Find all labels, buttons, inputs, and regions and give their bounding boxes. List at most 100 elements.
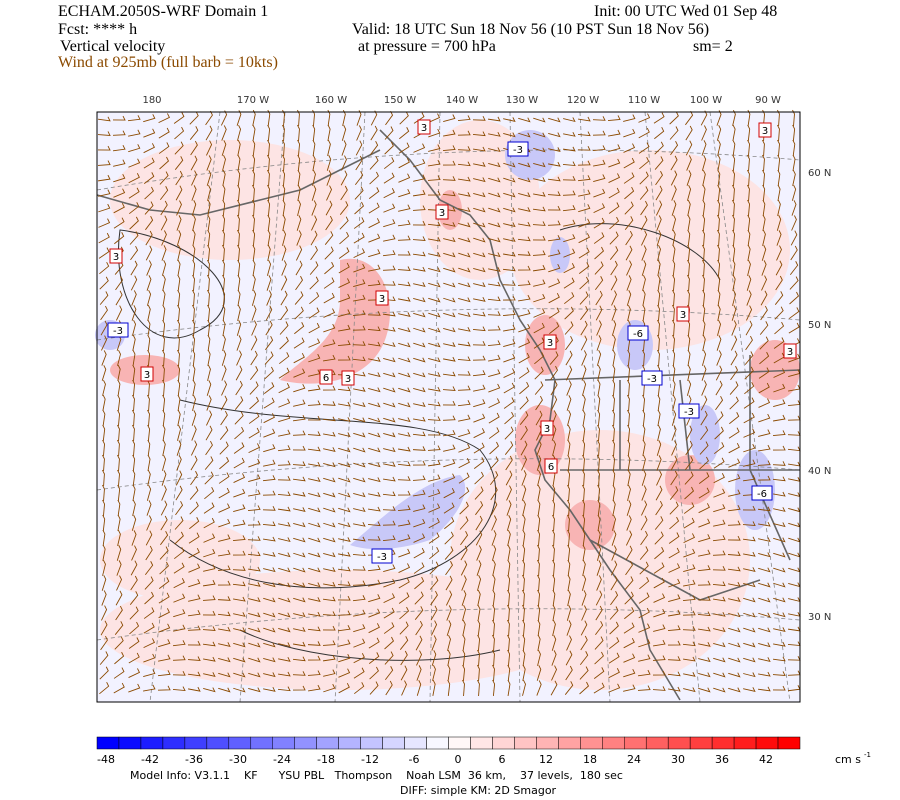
wind-barb [325,215,333,231]
wind-barb [518,117,531,123]
wind-barb [341,155,347,171]
wind-barb [264,351,274,365]
wind-barb [443,237,456,243]
contour-label-box [507,141,529,157]
wind-barb [188,594,201,602]
wind-barb [102,529,106,547]
wind-barb [412,475,426,481]
wind-barb [567,454,571,472]
wind-barb [203,502,215,514]
wind-barb [701,155,707,171]
wind-barb [522,649,526,666]
wind-barb [790,230,798,246]
wind-barb [626,260,633,276]
wind-barb [128,129,141,137]
wind-barb [282,109,285,127]
wind-barb [222,259,225,277]
wind-barb [147,454,151,471]
wind-barb [742,536,756,542]
wind-barb [640,215,648,231]
wind-barb [368,608,381,618]
contour-label-box [627,325,649,341]
wind-barb [685,440,693,456]
wind-barb [492,679,496,697]
wind-barb [442,415,456,421]
wind-barb [131,545,137,561]
contour-label-box [543,334,557,350]
wind-barb [237,184,241,202]
wind-barb [477,589,481,606]
wind-barb [368,491,381,497]
wind-barb [159,546,169,560]
contour-label: 3 [544,424,550,435]
wind-barb [427,175,441,181]
wind-barb [129,216,139,230]
wind-barb [537,649,541,666]
wind-barb [262,506,276,511]
wind-barb [457,370,471,376]
wind-barb [626,290,632,306]
diff-info: DIFF: simple KM: 2D Smagor [400,784,557,797]
wind-barb [428,267,441,273]
wind-barb [263,413,275,424]
wind-barb [189,517,200,530]
wind-barb [341,140,347,156]
wind-barb [280,290,288,306]
wind-barb [117,529,121,546]
wind-barb [192,229,196,246]
wind-barb [443,502,455,514]
wind-barb [191,200,197,216]
wind-barb [312,124,316,142]
wind-barb [702,199,706,217]
wind-barb [522,619,526,637]
wind-barb [654,546,665,560]
wind-barb [743,397,755,409]
wind-barb [668,578,681,588]
wind-barb [352,536,366,542]
wind-barb [713,642,726,648]
wind-barb [518,367,530,379]
wind-barb [503,177,516,183]
wind-barb [100,305,108,321]
wind-barb [263,612,276,618]
wind-barb [277,460,291,466]
colorbar-box [338,736,361,750]
wind-barb [252,229,256,247]
wind-barb [712,535,726,542]
wind-barb [157,670,171,677]
wind-barb [612,424,615,442]
wind-barb [533,191,546,197]
wind-barb [669,126,679,140]
wind-barb [267,184,270,202]
wind-barb [654,141,664,155]
wind-barb [642,289,646,306]
wind-barb [655,485,663,501]
wind-barb [655,185,663,201]
wind-barb [551,665,558,681]
wind-barb [413,387,426,393]
wind-barb [492,604,496,622]
wind-barb [713,457,725,469]
colorbar-tick-label: -30 [229,753,247,766]
wind-barb [656,230,662,246]
wind-barb [309,291,320,305]
wind-barb [146,275,152,291]
wind-barb [248,566,261,572]
wind-barb [428,474,441,482]
wind-barb [612,409,615,427]
wind-barb [307,655,321,661]
pressure-level: at pressure = 700 hPa [358,38,496,55]
wind-barb [177,334,180,352]
wind-barb [337,595,351,601]
wind-barb [398,519,411,527]
wind-barb [117,454,120,472]
wind-barb [472,341,486,346]
wind-barb [130,275,138,291]
wind-barb [582,499,585,517]
wind-barb [101,365,107,381]
wind-barb [144,561,154,576]
wind-barb [278,383,290,394]
wind-barb [581,365,587,381]
wind-barb [323,492,336,498]
wind-barb [732,229,736,247]
